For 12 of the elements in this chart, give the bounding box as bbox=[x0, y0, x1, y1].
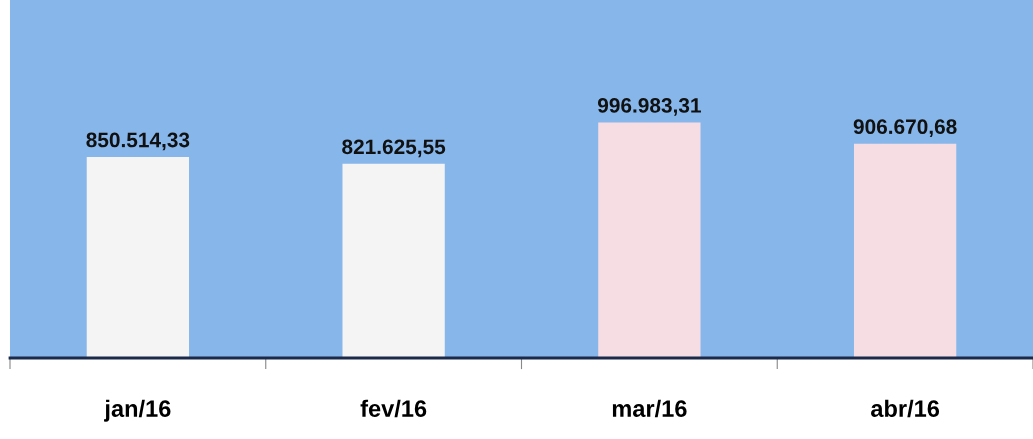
x-tick-label: mar/16 bbox=[612, 399, 687, 418]
data-label: 906.670,68 bbox=[853, 119, 957, 138]
x-tick-label: jan/16 bbox=[104, 399, 171, 422]
bar bbox=[598, 122, 701, 358]
data-label: 850.514,33 bbox=[86, 132, 190, 151]
bar bbox=[86, 157, 190, 358]
x-tick-label: abr/16 bbox=[871, 399, 940, 418]
x-tick-label: fev/16 bbox=[360, 399, 427, 418]
data-label: 996.983,31 bbox=[597, 97, 701, 116]
data-label: 821.625,55 bbox=[342, 139, 446, 158]
bar bbox=[342, 163, 445, 358]
bar bbox=[853, 143, 957, 358]
